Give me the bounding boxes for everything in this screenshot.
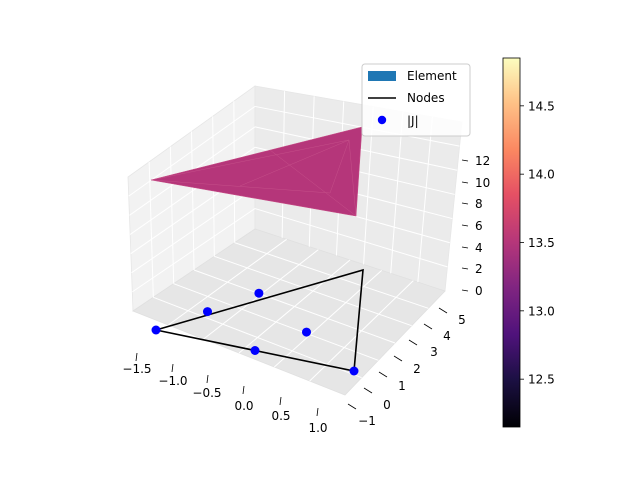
colorbar-tick-label: 12.5: [528, 373, 555, 387]
z-tick-label: 4: [475, 241, 483, 255]
y-tick-label: 3: [430, 345, 438, 359]
y-tick-mark: [393, 355, 403, 362]
jacobian-points: [151, 288, 359, 376]
y-tick-label: 0: [383, 398, 391, 412]
y-tick-mark: [408, 339, 418, 346]
grid-line: [148, 161, 154, 298]
mesh-line: [150, 179, 331, 194]
y-tick-mark: [423, 323, 433, 330]
grid-line: [234, 242, 429, 309]
legend-jacobian-swatch: [377, 115, 387, 125]
z-tick-mark: [461, 202, 469, 205]
y-tick-mark: [363, 387, 373, 394]
jacobian-point: [254, 288, 264, 298]
z-tick-label: 2: [475, 262, 483, 276]
grid-line: [254, 105, 460, 147]
colorbar-tick-label: 13.0: [528, 304, 555, 318]
colorbar: 12.5 13.0 13.5 14.0 14.5: [502, 57, 555, 428]
grid-line: [169, 146, 175, 284]
legend-element-swatch: [368, 71, 396, 81]
x-tick-label: −1.0: [158, 374, 187, 388]
mesh-line: [329, 139, 350, 194]
colorbar-tick-label: 13.5: [528, 236, 555, 250]
z-tick-label: 12: [475, 154, 490, 168]
element-layer: [150, 126, 363, 217]
mesh-line: [348, 139, 357, 217]
x-tick-label: 0.5: [271, 409, 290, 423]
y-tick-mark: [378, 371, 388, 378]
grid-line: [254, 208, 448, 268]
colorbar-tick-label: 14.5: [528, 99, 555, 113]
y-tick-mark: [438, 307, 448, 314]
z-tick-mark: [461, 246, 469, 249]
z-tick-mark: [461, 267, 469, 270]
z-tick-labels: 0 2 4 6 8 10 12: [475, 154, 490, 298]
x-tick-labels: −1.5 −1.0 −0.5 0.0 0.5 1.0: [122, 362, 327, 435]
jacobian-point: [349, 366, 359, 376]
x-tick-label: −0.5: [192, 386, 221, 400]
mesh-line: [269, 149, 357, 217]
jacobian-point: [203, 307, 212, 317]
axes-3d-panes: [127, 85, 463, 396]
legend-nodes-label: Nodes: [407, 91, 445, 105]
grid-line: [390, 111, 404, 274]
x-tick-mark: [316, 407, 319, 417]
y-tick-label: 4: [443, 329, 451, 343]
jacobian-point: [302, 327, 311, 337]
legend-frame: [361, 63, 471, 137]
x-tick-mark: [242, 385, 245, 395]
x-tick-mark: [206, 374, 209, 384]
y-tick-mark: [347, 403, 357, 410]
y-tick-label: 5: [458, 313, 466, 327]
x-tick-label: 0.0: [234, 399, 253, 413]
y-tick-labels: −1 0 1 2 3 4 5: [358, 313, 466, 428]
x-tick-mark: [135, 352, 138, 362]
z-tick-mark: [461, 159, 469, 162]
legend-jacobian-label: |J|: [407, 114, 419, 128]
legend-element-label: Element: [407, 69, 457, 83]
x-tick-mark: [279, 396, 282, 406]
colorbar-tick-label: 14.0: [528, 168, 555, 182]
y-tick-label: 2: [413, 362, 421, 376]
x-tick-label: 1.0: [308, 421, 327, 435]
element-surface: [150, 126, 363, 217]
mesh-line: [239, 139, 350, 187]
grid-line: [417, 116, 433, 283]
z-tick-label: 6: [475, 219, 483, 233]
y-tick-label: −1: [358, 414, 376, 428]
colorbar-ticks: 12.5 13.0 13.5 14.0 14.5: [520, 99, 555, 387]
legend: Element Nodes |J|: [361, 63, 471, 137]
x-tick-mark: [171, 363, 174, 373]
colorbar-gradient: [502, 57, 521, 428]
grid-line: [191, 131, 195, 271]
z-tick-mark: [461, 181, 469, 184]
z-tick-label: 10: [475, 176, 490, 190]
jacobian-point: [250, 346, 260, 355]
axis-ticks: [135, 159, 469, 417]
x-tick-label: −1.5: [122, 362, 151, 376]
y-tick-label: 1: [398, 379, 406, 393]
element-mesh-lines: [150, 139, 357, 217]
z-tick-label: 0: [475, 284, 483, 298]
mesh-line: [150, 139, 350, 181]
z-tick-mark: [461, 224, 469, 227]
z-tick-label: 8: [475, 197, 483, 211]
z-tick-mark: [461, 289, 469, 292]
jacobian-point: [151, 325, 161, 335]
